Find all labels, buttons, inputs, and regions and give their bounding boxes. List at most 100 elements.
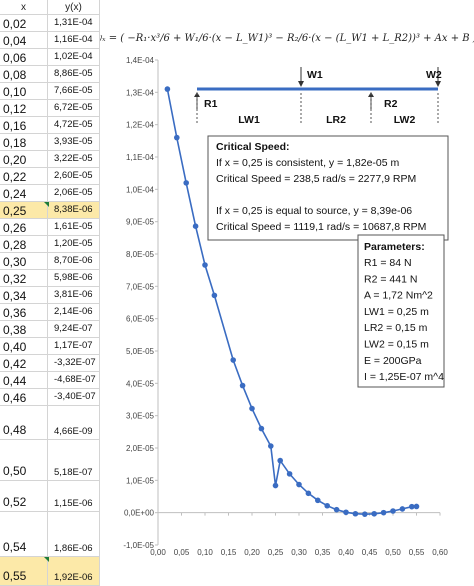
cell-x-2[interactable]: 0,06 <box>0 49 48 66</box>
series-line <box>166 88 417 516</box>
data-point[interactable] <box>409 503 415 510</box>
cell-x-23[interactable]: 0,48 <box>0 406 48 440</box>
cell-y-3[interactable]: 8,86E-05 <box>48 66 100 83</box>
cell-y-23[interactable]: 4,66E-09 <box>48 406 100 440</box>
cell-y-4[interactable]: 7,66E-05 <box>48 83 100 100</box>
data-point[interactable] <box>352 510 359 517</box>
cell-x-5[interactable]: 0,12 <box>0 100 48 117</box>
cell-y-10[interactable]: 2,06E-05 <box>48 185 100 202</box>
cell-y-2[interactable]: 1,02E-04 <box>48 49 100 66</box>
cell-y-21[interactable]: -4,68E-07 <box>48 372 100 389</box>
cell-x-8[interactable]: 0,20 <box>0 151 48 168</box>
cell-y-6[interactable]: 4,72E-05 <box>48 117 100 134</box>
cell-x-1[interactable]: 0,04 <box>0 32 48 49</box>
cell-y-18[interactable]: 9,24E-07 <box>48 321 100 338</box>
data-point[interactable] <box>343 509 349 516</box>
cell-x-11[interactable]: 0,25 <box>0 202 48 219</box>
cell-y-26[interactable]: 1,86E-06 <box>48 512 100 557</box>
data-point[interactable] <box>362 511 368 517</box>
cell-x-22[interactable]: 0,46 <box>0 389 48 406</box>
cell-y-1[interactable]: 1,16E-04 <box>48 32 100 49</box>
data-point[interactable] <box>277 457 283 464</box>
cell-y-20[interactable]: -3,32E-07 <box>48 355 100 372</box>
data-point[interactable] <box>390 508 396 514</box>
cell-y-15[interactable]: 5,98E-06 <box>48 270 100 287</box>
column-header-x[interactable]: x <box>0 0 48 15</box>
data-point[interactable] <box>380 509 387 516</box>
cell-x-26[interactable]: 0,54 <box>0 512 48 557</box>
cell-x-21[interactable]: 0,44 <box>0 372 48 389</box>
y-tick-label: -1,0E-05 <box>123 541 154 550</box>
parameter-line: LW1 = 0,25 m <box>364 306 429 318</box>
cell-value: 0,30 <box>3 254 27 269</box>
cell-x-0[interactable]: 0,02 <box>0 15 48 32</box>
cell-x-6[interactable]: 0,16 <box>0 117 48 134</box>
y-tick-label: 1,3E-04 <box>126 88 155 97</box>
cell-y-7[interactable]: 3,93E-05 <box>48 134 100 151</box>
data-point[interactable] <box>239 382 246 389</box>
cell-value: 0,48 <box>3 423 27 437</box>
data-point[interactable] <box>333 506 340 513</box>
cell-x-12[interactable]: 0,26 <box>0 219 48 236</box>
cell-value: 0,02 <box>3 16 27 31</box>
cell-value: -3,32E-07 <box>54 356 96 368</box>
data-point[interactable] <box>399 506 406 512</box>
cell-y-24[interactable]: 5,18E-07 <box>48 440 100 481</box>
cell-y-13[interactable]: 1,20E-05 <box>48 236 100 253</box>
data-point[interactable] <box>371 510 378 517</box>
cell-x-3[interactable]: 0,08 <box>0 66 48 83</box>
data-point[interactable] <box>249 405 255 412</box>
cell-x-10[interactable]: 0,24 <box>0 185 48 202</box>
data-point[interactable] <box>230 357 236 363</box>
cell-y-16[interactable]: 3,81E-06 <box>48 287 100 304</box>
cell-x-18[interactable]: 0,38 <box>0 321 48 338</box>
column-header-yx[interactable]: y(x) <box>48 0 100 15</box>
data-point[interactable] <box>268 443 274 449</box>
cell-y-17[interactable]: 2,14E-06 <box>48 304 100 321</box>
data-point[interactable] <box>296 481 302 488</box>
axes: -1,0E-05 0,0E+00 1,0E-05 2,0E-05 3,0E-05 4,0E… <box>123 56 448 557</box>
cell-y-22[interactable]: -3,40E-07 <box>48 389 100 406</box>
cell-x-27[interactable]: 0,55 <box>0 557 48 586</box>
cell-y-25[interactable]: 1,15E-06 <box>48 481 100 512</box>
data-point[interactable] <box>272 482 279 489</box>
cell-x-16[interactable]: 0,34 <box>0 287 48 304</box>
data-point[interactable] <box>164 86 171 92</box>
cell-x-9[interactable]: 0,22 <box>0 168 48 185</box>
cell-y-14[interactable]: 8,70E-06 <box>48 253 100 270</box>
data-point[interactable] <box>202 262 208 268</box>
cell-y-11[interactable]: 8,38E-06 <box>48 202 100 219</box>
cell-x-17[interactable]: 0,36 <box>0 304 48 321</box>
cell-value: 1,61E-05 <box>54 220 93 232</box>
cell-x-24[interactable]: 0,50 <box>0 440 48 481</box>
cell-x-19[interactable]: 0,40 <box>0 338 48 355</box>
data-point[interactable] <box>183 180 189 186</box>
data-point[interactable] <box>192 223 199 229</box>
cell-value: 0,04 <box>3 33 27 48</box>
cell-y-9[interactable]: 2,60E-05 <box>48 168 100 185</box>
data-point[interactable] <box>174 134 180 141</box>
cell-x-7[interactable]: 0,18 <box>0 134 48 151</box>
cell-x-14[interactable]: 0,30 <box>0 253 48 270</box>
data-point[interactable] <box>305 490 312 497</box>
cell-x-25[interactable]: 0,52 <box>0 481 48 512</box>
cell-value: 7,66E-05 <box>54 84 93 96</box>
cell-x-4[interactable]: 0,10 <box>0 83 48 100</box>
cell-y-0[interactable]: 1,31E-04 <box>48 15 100 32</box>
deflection-chart[interactable]: yₓ = ( −R₁·x³/6 + W₁/6·(x − L_W1)³ − R₂/… <box>100 15 474 558</box>
data-point[interactable] <box>315 497 321 504</box>
data-point[interactable] <box>211 292 218 299</box>
cell-y-27[interactable]: 1,92E-06 <box>48 557 100 586</box>
data-point[interactable] <box>286 471 293 477</box>
cell-x-15[interactable]: 0,32 <box>0 270 48 287</box>
data-point[interactable] <box>324 502 330 509</box>
cell-x-20[interactable]: 0,42 <box>0 355 48 372</box>
cell-y-5[interactable]: 6,72E-05 <box>48 100 100 117</box>
cell-y-19[interactable]: 1,17E-07 <box>48 338 100 355</box>
data-point[interactable] <box>413 503 420 510</box>
cell-y-8[interactable]: 3,22E-05 <box>48 151 100 168</box>
y-tick-label: 9,0E-05 <box>126 218 155 227</box>
data-point[interactable] <box>258 425 265 432</box>
cell-x-13[interactable]: 0,28 <box>0 236 48 253</box>
cell-y-12[interactable]: 1,61E-05 <box>48 219 100 236</box>
